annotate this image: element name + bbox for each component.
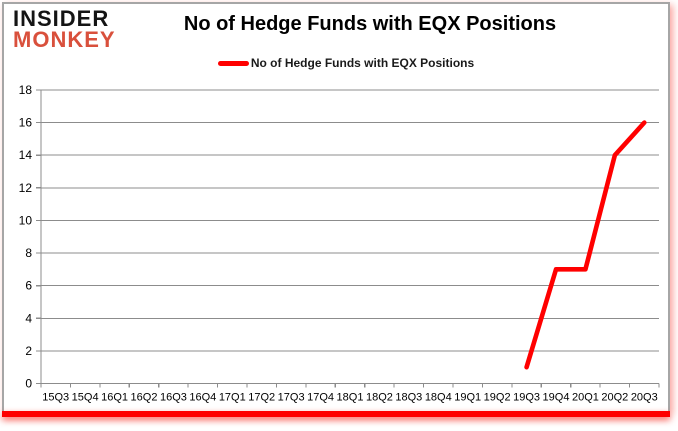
x-tick-label: 17Q2 — [248, 392, 275, 404]
x-tick-label: 16Q1 — [101, 392, 128, 404]
x-tick-label: 17Q1 — [219, 392, 246, 404]
x-tick-label: 16Q3 — [160, 392, 187, 404]
x-tick-label: 16Q4 — [189, 392, 216, 404]
x-tick-label: 20Q1 — [572, 392, 599, 404]
y-tick-label: 12 — [19, 181, 33, 195]
x-tick-label: 19Q2 — [484, 392, 511, 404]
chart-frame — [2, 2, 670, 411]
x-tick-label: 19Q1 — [454, 392, 481, 404]
x-tick-label: 16Q2 — [131, 392, 158, 404]
y-tick-label: 14 — [19, 148, 33, 162]
series-line — [524, 120, 647, 370]
x-tick-label: 15Q4 — [72, 392, 99, 404]
x-tick-label: 18Q1 — [337, 392, 364, 404]
x-tick-label: 18Q3 — [395, 392, 422, 404]
y-tick-label: 4 — [25, 311, 32, 325]
y-tick-label: 10 — [19, 213, 33, 227]
legend-label: No of Hedge Funds with EQX Positions — [250, 56, 475, 70]
x-tick-label: 17Q3 — [278, 392, 305, 404]
x-tick-label: 20Q2 — [601, 392, 628, 404]
legend-line-swatch — [217, 60, 249, 66]
x-tick-label: 19Q4 — [543, 392, 570, 404]
x-tick-label: 15Q3 — [42, 392, 69, 404]
chart-title: No of Hedge Funds with EQX Positions — [183, 13, 557, 35]
chart-legend: No of Hedge Funds with EQX Positions — [60, 56, 632, 70]
logo-text-insider: INSIDER — [13, 6, 110, 31]
y-tick-label: 6 — [25, 279, 32, 293]
bottom-accent-bar — [2, 411, 670, 417]
y-tick-label: 2 — [25, 344, 32, 358]
insider-monkey-logo: INSIDER MONKEY — [13, 6, 116, 52]
x-tick-label: 18Q2 — [366, 392, 393, 404]
y-tick-label: 18 — [19, 83, 33, 97]
y-tick-label: 8 — [25, 246, 32, 260]
x-tick-label: 17Q4 — [307, 392, 334, 404]
y-tick-label: 0 — [25, 377, 32, 391]
x-tick-label: 18Q4 — [425, 392, 452, 404]
x-tick-label: 19Q3 — [513, 392, 540, 404]
logo-text-monkey: MONKEY — [13, 26, 116, 52]
x-tick-label: 20Q3 — [631, 392, 658, 404]
y-tick-label: 16 — [19, 116, 33, 130]
